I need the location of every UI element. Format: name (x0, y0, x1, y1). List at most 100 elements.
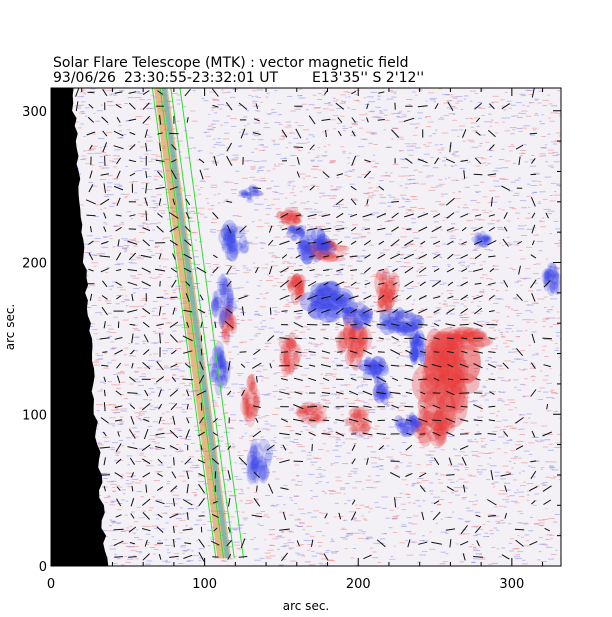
noise-speck (271, 109, 275, 110)
positive-polarity-region-patch (362, 418, 371, 432)
noise-speck (117, 372, 125, 374)
positive-polarity-region-patch (283, 337, 294, 353)
noise-speck (218, 294, 222, 296)
noise-speck (442, 303, 449, 305)
noise-speck (408, 104, 411, 106)
negative-polarity-region-patch (240, 189, 249, 197)
noise-speck (239, 525, 243, 527)
positive-polarity-region-patch (285, 219, 298, 229)
noise-speck (363, 138, 368, 140)
negative-polarity-region-patch (381, 388, 389, 397)
noise-speck (364, 205, 369, 207)
noise-speck (232, 443, 235, 445)
noise-speck (418, 310, 425, 311)
noise-speck (251, 96, 254, 98)
noise-speck (451, 425, 456, 427)
noise-speck (461, 429, 464, 430)
noise-speck (412, 299, 416, 301)
noise-speck (545, 508, 548, 510)
negative-polarity-region-patch (344, 307, 357, 318)
noise-speck (159, 265, 162, 267)
noise-speck (459, 167, 466, 169)
noise-speck (335, 445, 339, 447)
noise-speck (426, 464, 432, 466)
noise-speck (254, 313, 260, 315)
noise-speck (479, 290, 485, 292)
noise-speck (519, 93, 526, 95)
positive-polarity-region-patch (309, 253, 327, 260)
noise-speck (452, 298, 459, 300)
noise-speck (496, 221, 500, 223)
noise-speck (301, 287, 304, 288)
negative-polarity-region-patch (394, 415, 403, 427)
noise-speck (512, 195, 520, 196)
noise-speck (397, 418, 404, 420)
noise-speck (226, 334, 230, 336)
noise-speck (90, 185, 98, 187)
noise-speck (287, 530, 293, 532)
negative-polarity-region-patch (410, 419, 423, 429)
noise-speck (191, 390, 198, 392)
noise-speck (425, 176, 430, 178)
noise-speck (297, 313, 302, 314)
negative-polarity-region-patch (222, 280, 230, 295)
noise-speck (158, 328, 162, 330)
noise-speck (139, 419, 147, 421)
noise-speck (530, 422, 537, 424)
noise-speck (312, 255, 320, 257)
negative-polarity-region-patch (259, 464, 270, 480)
positive-polarity-region-patch (356, 406, 370, 420)
noise-speck (382, 249, 390, 251)
noise-speck (305, 533, 310, 535)
noise-speck (154, 471, 161, 473)
noise-speck (410, 319, 415, 321)
noise-speck (347, 157, 350, 159)
noise-speck (98, 162, 104, 164)
noise-speck (142, 510, 146, 512)
noise-speck (405, 414, 409, 416)
noise-speck (498, 329, 501, 331)
noise-speck (171, 545, 175, 547)
noise-speck (229, 428, 235, 429)
noise-speck (480, 469, 487, 471)
noise-speck (473, 550, 481, 552)
noise-speck (342, 221, 345, 223)
noise-speck (327, 287, 334, 289)
noise-speck (551, 389, 555, 391)
noise-speck (525, 277, 531, 279)
noise-speck (259, 280, 262, 281)
noise-speck (230, 159, 238, 161)
noise-speck (409, 423, 414, 425)
noise-speck (299, 522, 304, 524)
negative-polarity-region-patch (409, 414, 418, 421)
noise-speck (331, 361, 335, 363)
positive-polarity-region-patch (278, 337, 290, 350)
noise-speck (475, 328, 482, 330)
noise-speck (113, 166, 117, 168)
noise-speck (456, 95, 463, 97)
noise-speck (478, 162, 485, 164)
noise-speck (99, 209, 102, 210)
noise-speck (137, 329, 141, 331)
noise-speck (116, 509, 122, 511)
negative-polarity-region-patch (298, 225, 304, 233)
noise-speck (430, 335, 436, 337)
noise-speck (208, 129, 214, 131)
noise-speck (485, 479, 491, 481)
negative-polarity-region-patch (245, 192, 252, 197)
noise-speck (221, 89, 224, 91)
noise-speck (455, 211, 460, 213)
noise-speck (350, 134, 357, 136)
noise-speck (478, 107, 486, 109)
noise-speck (399, 150, 405, 152)
negative-polarity-region-patch (475, 234, 481, 241)
noise-speck (559, 374, 561, 376)
noise-speck (330, 393, 337, 395)
negative-polarity-region-patch (262, 444, 274, 463)
noise-speck (392, 517, 398, 519)
negative-polarity-region-patch (379, 314, 392, 326)
noise-speck (502, 419, 508, 421)
positive-polarity-region-patch (283, 352, 290, 368)
noise-speck (526, 105, 530, 107)
noise-speck (330, 430, 334, 432)
